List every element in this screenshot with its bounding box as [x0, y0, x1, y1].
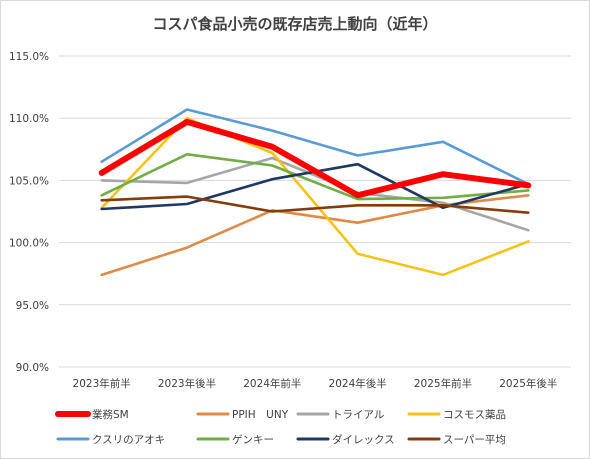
legend-label: ダイレックス	[332, 433, 395, 446]
y-tick-label: 110.0%	[9, 113, 49, 125]
legend-label: トライアル	[332, 409, 384, 421]
x-tick-label: 2024年後半	[329, 377, 387, 390]
series-line	[100, 153, 530, 201]
x-tick-label: 2023年後半	[158, 377, 216, 390]
x-tick-label: 2023年前半	[73, 377, 131, 390]
series-line	[100, 195, 530, 214]
legend-label: コスモス薬品	[443, 409, 506, 421]
y-tick-label: 90.0%	[16, 362, 49, 374]
y-tick-label: 95.0%	[16, 300, 49, 312]
chart-title: コスパ食品小売の既存店売上動向（近年）	[152, 15, 437, 33]
legend-label: ゲンキー	[232, 434, 274, 446]
y-axis-ticks: 90.0% 95.0% 100.0% 105.0% 110.0% 115.0%	[9, 51, 49, 374]
legend-label: スーパー平均	[443, 434, 506, 446]
y-tick-label: 105.0%	[9, 175, 49, 187]
legend-label: クスリのアオキ	[92, 434, 165, 446]
x-tick-label: 2025年後半	[499, 377, 557, 390]
y-tick-label: 115.0%	[9, 51, 49, 63]
gridlines	[59, 55, 571, 368]
x-tick-label: 2025年前半	[414, 377, 472, 390]
x-axis-ticks: 2023年前半 2023年後半 2024年前半 2024年後半 2025年前半 2025年…	[73, 377, 558, 390]
series-line	[100, 108, 530, 186]
legend-label: 業務SM	[92, 408, 129, 421]
series-lines	[98, 108, 532, 277]
legend-label: PPIH UNY	[232, 409, 289, 421]
series-line	[98, 118, 532, 199]
x-tick-label: 2024年前半	[243, 377, 301, 390]
y-tick-label: 100.0%	[9, 238, 49, 250]
